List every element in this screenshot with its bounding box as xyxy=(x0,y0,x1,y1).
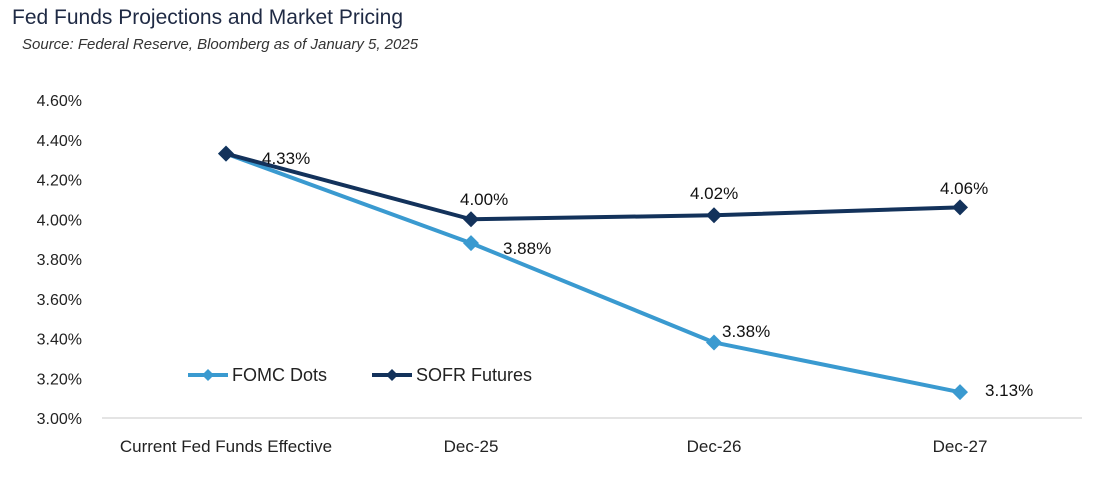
chart-subtitle: Source: Federal Reserve, Bloomberg as of… xyxy=(22,36,419,53)
data-label: 4.06% xyxy=(940,179,988,198)
data-point-marker xyxy=(218,145,234,162)
legend: FOMC Dots SOFR Futures xyxy=(188,365,532,385)
y-tick-label: 3.60% xyxy=(37,292,82,309)
y-tick-label: 4.60% xyxy=(37,93,82,110)
chart-title: Fed Funds Projections and Market Pricing xyxy=(12,6,404,29)
series-line xyxy=(225,151,961,395)
x-tick-label: Dec-25 xyxy=(444,437,499,456)
data-point-marker xyxy=(952,384,968,401)
data-label: 4.00% xyxy=(460,190,508,209)
y-tick-label: 4.20% xyxy=(37,173,82,190)
data-point-marker xyxy=(463,235,479,252)
y-tick-label: 4.00% xyxy=(37,212,82,229)
y-tick-label: 3.80% xyxy=(37,252,82,269)
legend-swatch-marker xyxy=(386,369,398,381)
x-tick-label: Dec-27 xyxy=(933,437,988,456)
series-lines xyxy=(218,145,968,401)
data-label: 3.88% xyxy=(503,239,551,258)
data-point-marker xyxy=(952,199,968,216)
x-axis: Current Fed Funds Effective Dec-25 Dec-26 D… xyxy=(102,417,1082,456)
y-tick-label: 3.40% xyxy=(37,332,82,349)
data-labels: 3.88% 3.38% 3.13% 4.33% 4.00% 4.02% 4.06% xyxy=(262,149,1033,400)
data-label: 4.02% xyxy=(690,184,738,203)
data-label: 3.38% xyxy=(722,322,770,341)
legend-label: FOMC Dots xyxy=(232,365,327,385)
series-line xyxy=(225,151,961,222)
y-tick-label: 3.20% xyxy=(37,371,82,388)
legend-label: SOFR Futures xyxy=(416,365,532,385)
data-label: 3.13% xyxy=(985,381,1033,400)
data-point-marker xyxy=(463,211,479,228)
data-point-marker xyxy=(706,334,722,351)
data-label: 4.33% xyxy=(262,149,310,168)
x-tick-label: Dec-26 xyxy=(687,437,742,456)
y-axis: 3.00% 3.20% 3.40% 3.60% 3.80% 4.00% 4.20% 4.40%… xyxy=(37,93,82,428)
data-point-marker xyxy=(706,207,722,224)
y-tick-label: 4.40% xyxy=(37,133,82,150)
y-tick-label: 3.00% xyxy=(37,411,82,428)
x-tick-label: Current Fed Funds Effective xyxy=(120,437,332,456)
legend-swatch-marker xyxy=(202,369,214,381)
